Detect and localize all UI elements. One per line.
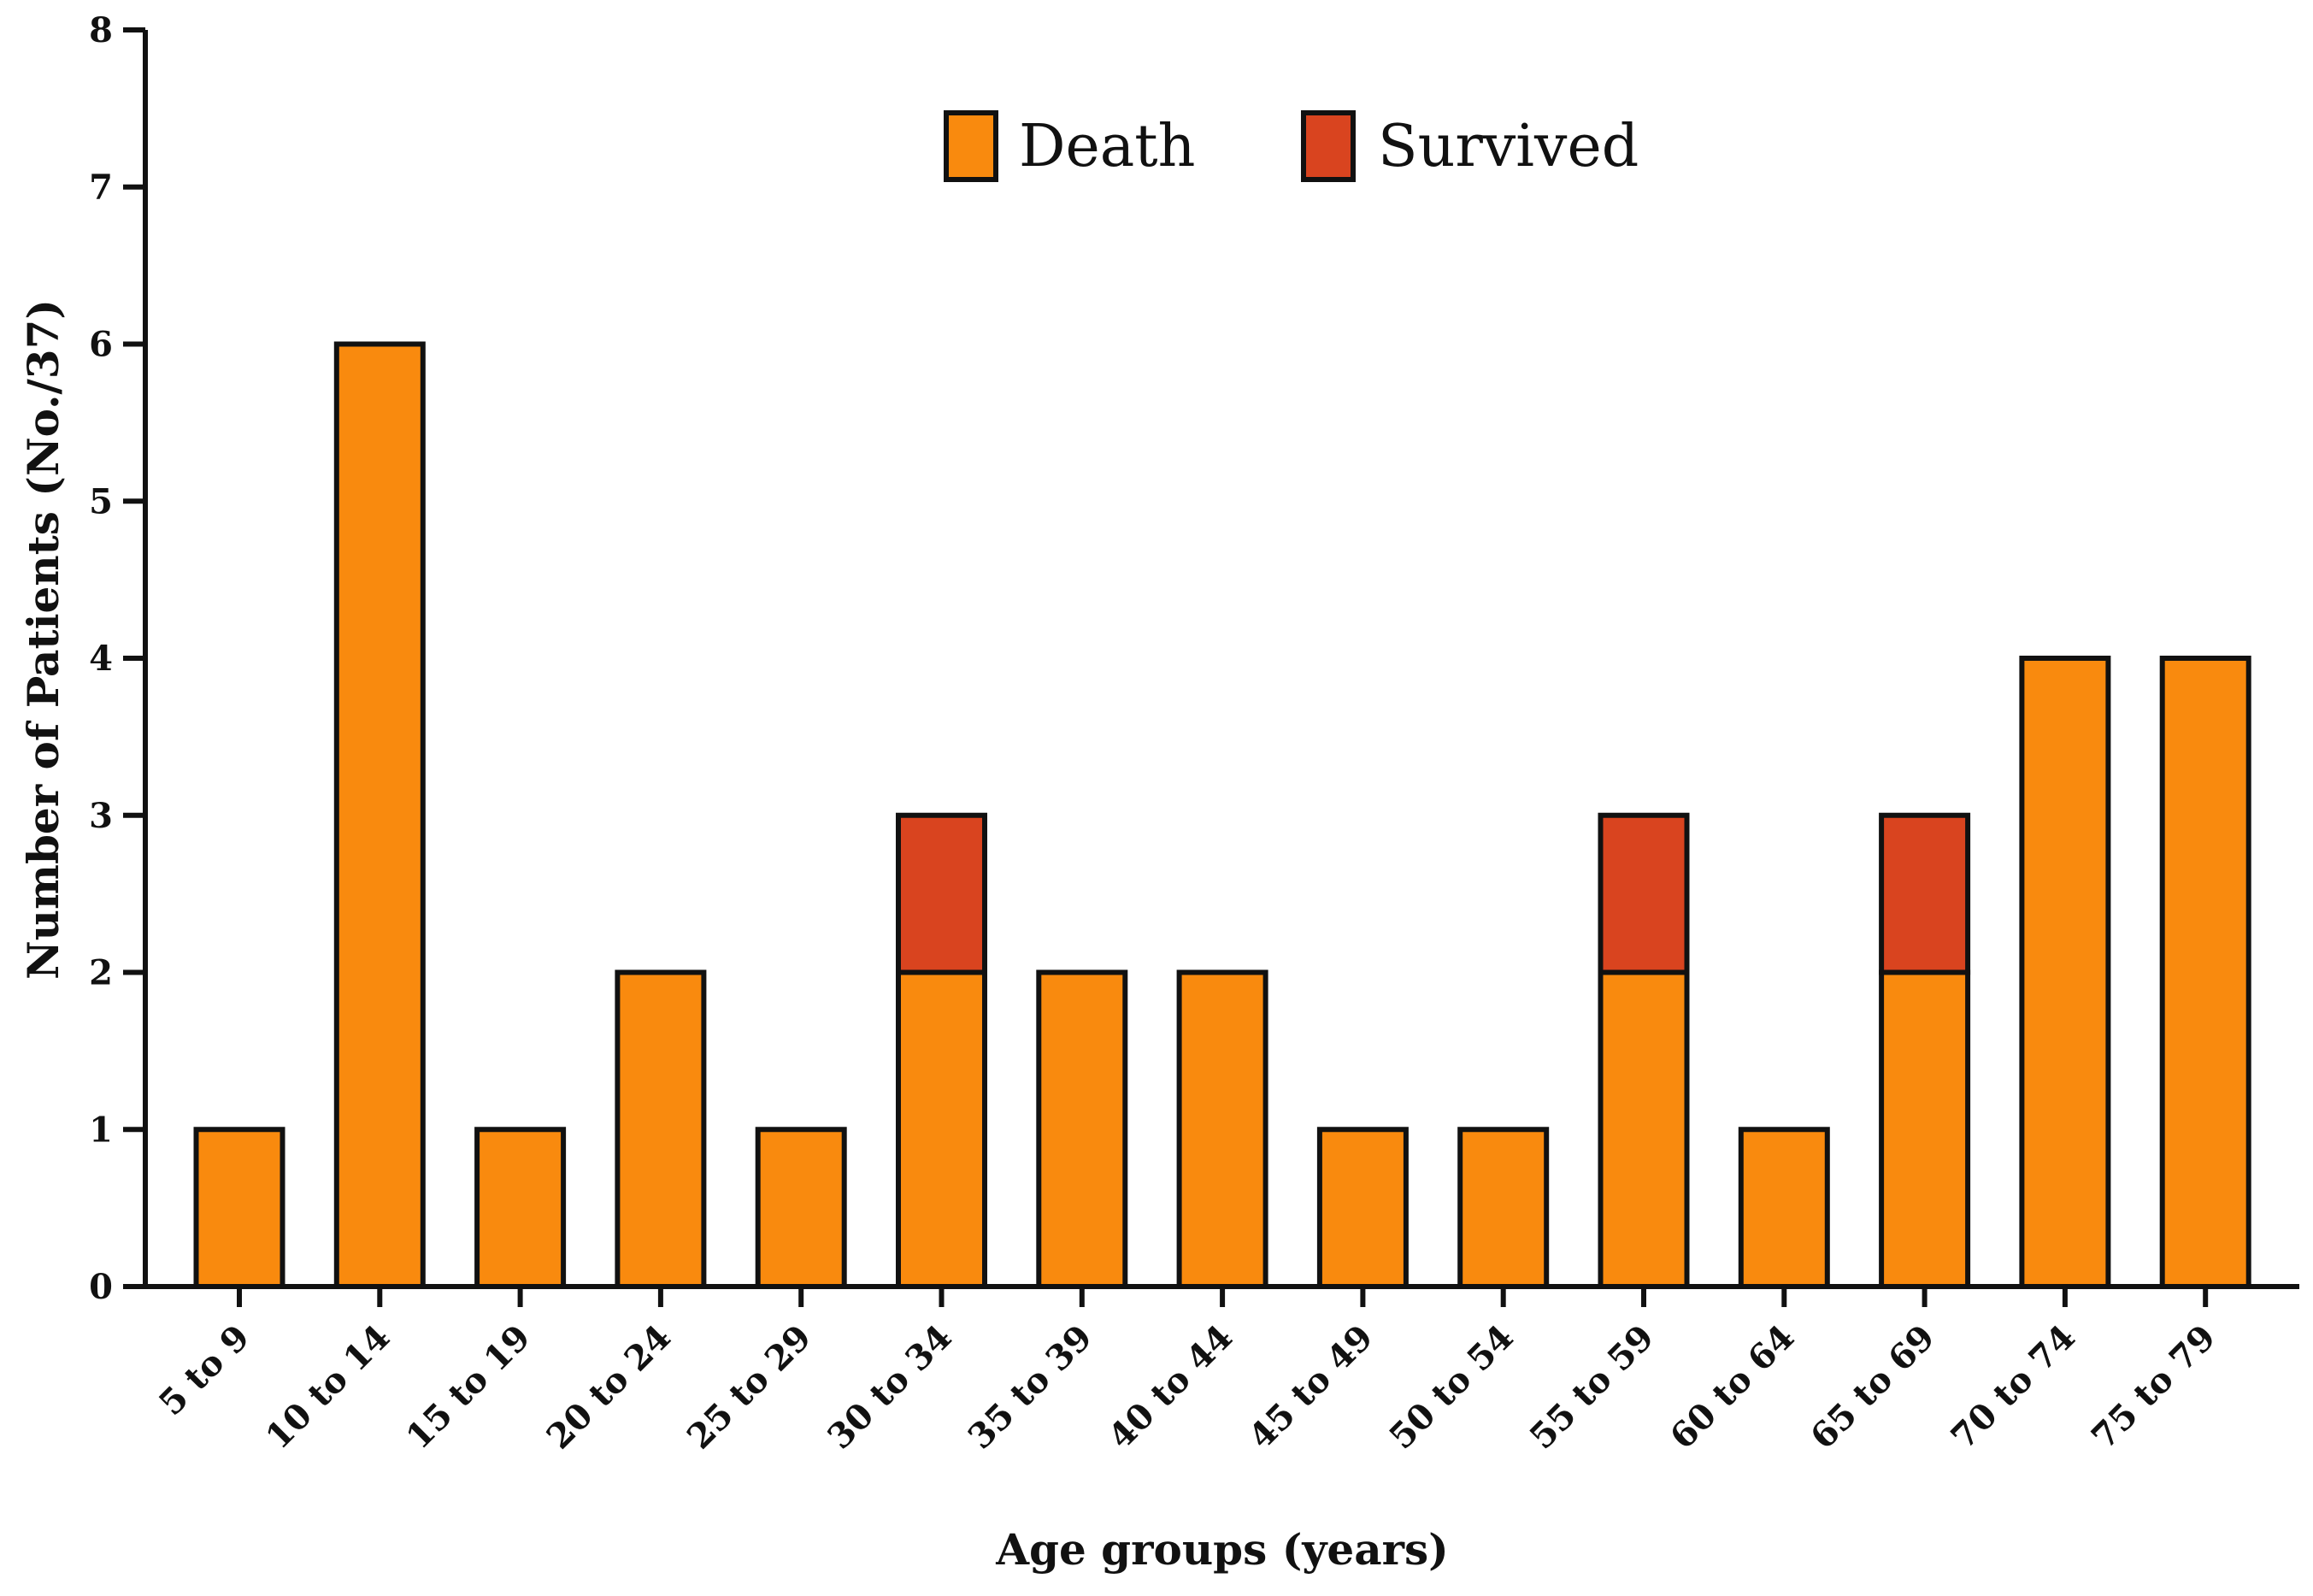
legend-swatch-death	[944, 110, 998, 182]
legend-label-survived: Survived	[1378, 113, 1639, 180]
bar-death-12	[1879, 969, 1971, 1289]
legend: Death Survived	[944, 110, 1639, 182]
y-tick-label-1: 1	[89, 1110, 113, 1150]
legend-swatch-survived	[1301, 110, 1356, 182]
bar-death-13	[2019, 656, 2111, 1289]
bar-survived-10	[1598, 812, 1690, 975]
x-tick-label-0: 5 to 9	[151, 1317, 257, 1423]
y-tick-label-8: 8	[89, 10, 113, 50]
x-tick-label-4: 25 to 29	[680, 1317, 820, 1458]
x-tick-label-5: 30 to 34	[820, 1317, 960, 1458]
x-tick-label-12: 65 to 69	[1803, 1317, 1943, 1458]
bar-death-1	[333, 341, 426, 1289]
y-tick-label-0: 0	[89, 1267, 113, 1307]
y-tick-label-4: 4	[89, 639, 113, 679]
bar-death-5	[896, 969, 987, 1289]
bar-death-8	[1316, 1127, 1409, 1289]
x-axis-title: Age groups (years)	[995, 1524, 1449, 1575]
y-tick-label-5: 5	[89, 481, 113, 521]
legend-label-death: Death	[1019, 113, 1195, 180]
bar-death-9	[1457, 1127, 1550, 1289]
y-tick-label-6: 6	[89, 325, 113, 365]
bar-death-11	[1738, 1127, 1830, 1289]
bar-survived-5	[896, 812, 987, 975]
x-tick-label-3: 20 to 24	[539, 1317, 679, 1458]
y-tick-label-2: 2	[89, 953, 113, 993]
bar-death-10	[1598, 969, 1690, 1289]
bar-death-2	[474, 1127, 567, 1289]
y-tick-label-3: 3	[89, 796, 113, 836]
x-tick-label-1: 10 to 14	[258, 1317, 398, 1458]
x-tick-label-9: 50 to 54	[1381, 1317, 1521, 1458]
x-tick-label-7: 40 to 44	[1101, 1317, 1241, 1458]
bar-survived-12	[1879, 812, 1971, 975]
bar-death-0	[193, 1127, 285, 1289]
bars-group	[193, 341, 2251, 1289]
x-tick-label-13: 70 to 74	[1943, 1317, 2083, 1458]
y-axis-title: Number of Patients (No./37)	[18, 299, 68, 980]
bar-death-4	[755, 1127, 847, 1289]
bar-death-14	[2159, 656, 2251, 1289]
x-tick-label-2: 15 to 19	[398, 1317, 539, 1458]
x-tick-label-8: 45 to 49	[1241, 1317, 1381, 1458]
bar-death-7	[1176, 969, 1268, 1289]
x-tick-label-14: 75 to 79	[2084, 1317, 2224, 1458]
x-tick-label-11: 60 to 64	[1663, 1317, 1803, 1458]
bar-death-6	[1036, 969, 1128, 1289]
x-tick-label-6: 35 to 39	[960, 1317, 1100, 1458]
bar-death-3	[615, 969, 707, 1289]
y-tick-label-7: 7	[89, 168, 113, 208]
x-tick-label-10: 55 to 59	[1521, 1317, 1662, 1458]
